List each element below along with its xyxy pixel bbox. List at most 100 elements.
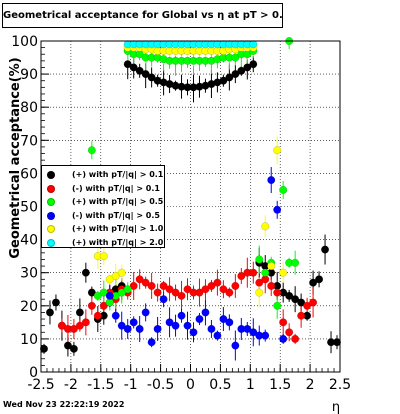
legend-label: (-) with pT/|q| > 0.5 — [72, 210, 160, 220]
data-point — [291, 258, 300, 267]
data-point — [279, 334, 288, 343]
data-point — [261, 222, 270, 231]
data-point — [225, 318, 234, 327]
data-point — [81, 318, 90, 327]
data-point — [332, 338, 342, 347]
data-point — [75, 321, 84, 330]
data-point — [129, 318, 138, 327]
data-point — [123, 60, 132, 69]
data-point — [105, 291, 114, 300]
data-point — [177, 291, 186, 300]
data-point — [309, 278, 318, 287]
data-point — [69, 344, 78, 353]
data-point — [201, 308, 210, 317]
data-point — [225, 73, 234, 82]
data-point — [87, 146, 96, 155]
data-point — [99, 301, 108, 310]
y-tick-label: 20 — [20, 299, 38, 315]
data-point — [249, 60, 258, 69]
data-point — [81, 268, 90, 277]
data-point — [273, 288, 282, 297]
data-point — [111, 271, 120, 281]
data-point — [309, 298, 318, 307]
x-tick-label: -2.5 — [27, 377, 54, 393]
data-point — [141, 278, 150, 287]
x-tick-label: -0.5 — [147, 377, 174, 393]
data-point — [207, 324, 216, 334]
data-point — [219, 314, 228, 324]
data-point — [117, 321, 126, 330]
y-tick-label: 40 — [20, 233, 38, 249]
data-point — [177, 311, 186, 320]
data-point — [231, 53, 240, 62]
data-point — [135, 66, 144, 75]
data-point — [249, 328, 258, 337]
data-point — [249, 40, 258, 49]
y-tick-label: 100 — [11, 34, 38, 50]
data-point — [165, 318, 174, 327]
data-point — [39, 344, 49, 353]
data-point — [243, 63, 252, 72]
data-point — [255, 288, 264, 297]
y-axis-label: Geometrical acceptance(%) — [8, 57, 23, 258]
y-tick-label: 0 — [29, 365, 38, 381]
data-point — [159, 295, 168, 304]
data-point — [321, 245, 330, 254]
data-point — [117, 268, 126, 277]
legend-entry: (-) with pT/|q| > 0.1 — [42, 182, 164, 195]
x-tick-label: 1.5 — [269, 377, 291, 393]
data-point — [291, 295, 300, 304]
data-point — [111, 311, 120, 320]
legend-label: (+) with pT/|q| > 0.1 — [72, 170, 164, 179]
data-point — [219, 285, 228, 294]
data-point — [171, 288, 180, 297]
legend: (+) with pT/|q| > 0.1 (-) with pT/|q| > 0… — [41, 165, 165, 248]
data-point — [147, 281, 156, 290]
x-tick-label: -2 — [64, 377, 78, 393]
y-tick-label: 80 — [20, 100, 38, 116]
data-point — [267, 262, 276, 271]
data-point — [135, 275, 144, 284]
y-tick-label: 10 — [20, 332, 38, 348]
data-point — [225, 288, 234, 297]
legend-entry: (+) with pT/|q| > 0.1 — [42, 168, 164, 181]
data-point — [93, 311, 102, 320]
data-point — [261, 331, 270, 340]
y-tick-label: 60 — [20, 166, 38, 182]
data-point — [57, 321, 66, 330]
data-point — [303, 301, 312, 310]
data-point — [297, 298, 306, 307]
data-point — [255, 278, 264, 287]
x-tick-label: -1.5 — [87, 377, 114, 393]
data-point — [261, 268, 270, 277]
data-point — [183, 321, 192, 330]
data-point — [279, 185, 288, 194]
data-point — [141, 308, 150, 317]
data-point — [285, 291, 294, 300]
data-point — [195, 314, 204, 324]
data-point — [231, 341, 240, 350]
x-tick-label: -1 — [124, 377, 138, 393]
x-tick-label: 0.5 — [209, 377, 231, 393]
data-point — [213, 331, 222, 340]
data-point — [207, 281, 216, 290]
data-point — [315, 275, 324, 284]
data-point — [231, 281, 240, 290]
data-point — [297, 311, 306, 320]
data-point — [123, 285, 132, 294]
legend-label: (+) with pT/|q| > 0.5 — [72, 197, 164, 206]
datestamp: Wed Nov 23 22:22:19 2022 — [3, 400, 125, 409]
legend-label: (+) with pT/|q| > 2.0 — [72, 237, 164, 247]
legend-marker-icon — [47, 238, 55, 247]
legend-marker-icon — [47, 171, 55, 179]
data-point — [105, 275, 114, 284]
data-point — [255, 255, 264, 264]
data-point — [69, 324, 78, 334]
data-point — [87, 288, 96, 297]
data-point — [123, 324, 132, 334]
data-point — [279, 268, 288, 277]
data-point — [141, 70, 150, 79]
data-markers — [39, 36, 342, 353]
data-point — [147, 338, 156, 347]
